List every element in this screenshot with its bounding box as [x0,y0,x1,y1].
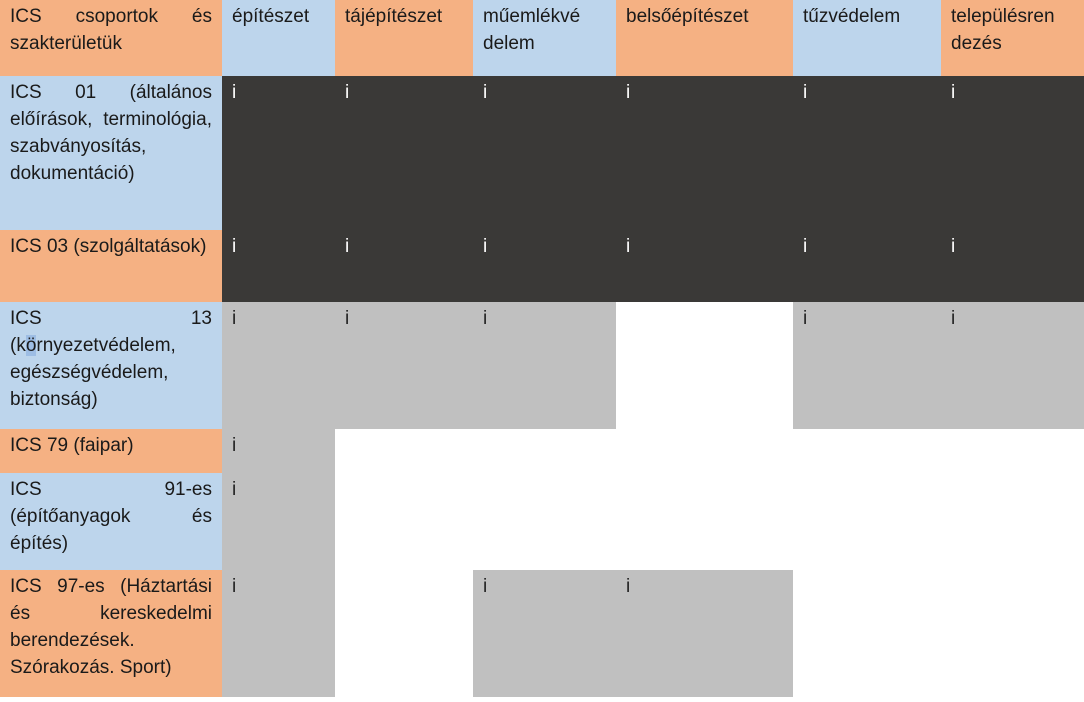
table-row-ics-91: ICS 91-es (építőanyagok és építés) i [0,473,1084,570]
table-cell [793,570,941,697]
table-row-ics-13: ICS 13 (környezetvédelem, egészségvédele… [0,302,1084,429]
row-label: ICS 03 (szolgáltatások) [0,230,222,302]
table-cell [616,302,793,429]
table-cell [335,429,473,473]
table-cell: i [473,302,616,429]
header-row: ICS csoportok és szakterületük építészet… [0,0,1084,76]
table-cell: i [941,76,1084,230]
table-cell: i [222,230,335,302]
row-label-part: ICS 13 (k [10,308,212,356]
table-row-ics-97: ICS 97-es (Háztartási és kereskedelmi be… [0,570,1084,697]
table-cell [335,570,473,697]
table-row-ics-79: ICS 79 (faipar) i [0,429,1084,473]
table-cell: i [335,302,473,429]
table-cell [616,473,793,570]
table-cell: i [793,230,941,302]
table-cell: i [793,302,941,429]
table-cell: i [616,76,793,230]
table-cell [793,429,941,473]
table-cell: i [222,429,335,473]
table-cell: i [473,76,616,230]
header-col-telepulesrendezes: településren dezés [941,0,1084,76]
header-ics-groups: ICS csoportok és szakterületük [0,0,222,76]
row-label: ICS 79 (faipar) [0,429,222,473]
table-cell: i [222,570,335,697]
row-label-part: rnyezetvédelem, egészségvédelem, biztons… [10,335,176,410]
table-cell: i [616,230,793,302]
table-cell [616,429,793,473]
header-col-tuzvedelem: tűzvédelem [793,0,941,76]
table-cell: i [473,570,616,697]
header-col-tajepiteszet: tájépítészet [335,0,473,76]
table-cell [473,429,616,473]
header-col-epiteszet: építészet [222,0,335,76]
row-label: ICS 97-es (Háztartási és kereskedelmi be… [0,570,222,697]
table-cell: i [941,302,1084,429]
text-selection-highlight: ö [25,335,37,356]
table-cell: i [616,570,793,697]
row-label: ICS 01 (általános előírások, terminológi… [0,76,222,230]
table-cell [941,570,1084,697]
table-cell: i [335,76,473,230]
table-cell: i [793,76,941,230]
header-col-muemlekvedelem: műemlékvé delem [473,0,616,76]
table-cell: i [222,302,335,429]
table-cell [335,473,473,570]
table-cell: i [941,230,1084,302]
table-row-ics-01: ICS 01 (általános előírások, terminológi… [0,76,1084,230]
row-label: ICS 13 (környezetvédelem, egészségvédele… [0,302,222,429]
header-col-belsoepiteszet: belsőépítészet [616,0,793,76]
table-cell [793,473,941,570]
table-cell: i [222,473,335,570]
table-cell [473,473,616,570]
row-label: ICS 91-es (építőanyagok és építés) [0,473,222,570]
table-cell: i [473,230,616,302]
table-cell: i [222,76,335,230]
table-cell: i [335,230,473,302]
table-cell [941,473,1084,570]
table-cell [941,429,1084,473]
table-row-ics-03: ICS 03 (szolgáltatások) i i i i i i [0,230,1084,302]
